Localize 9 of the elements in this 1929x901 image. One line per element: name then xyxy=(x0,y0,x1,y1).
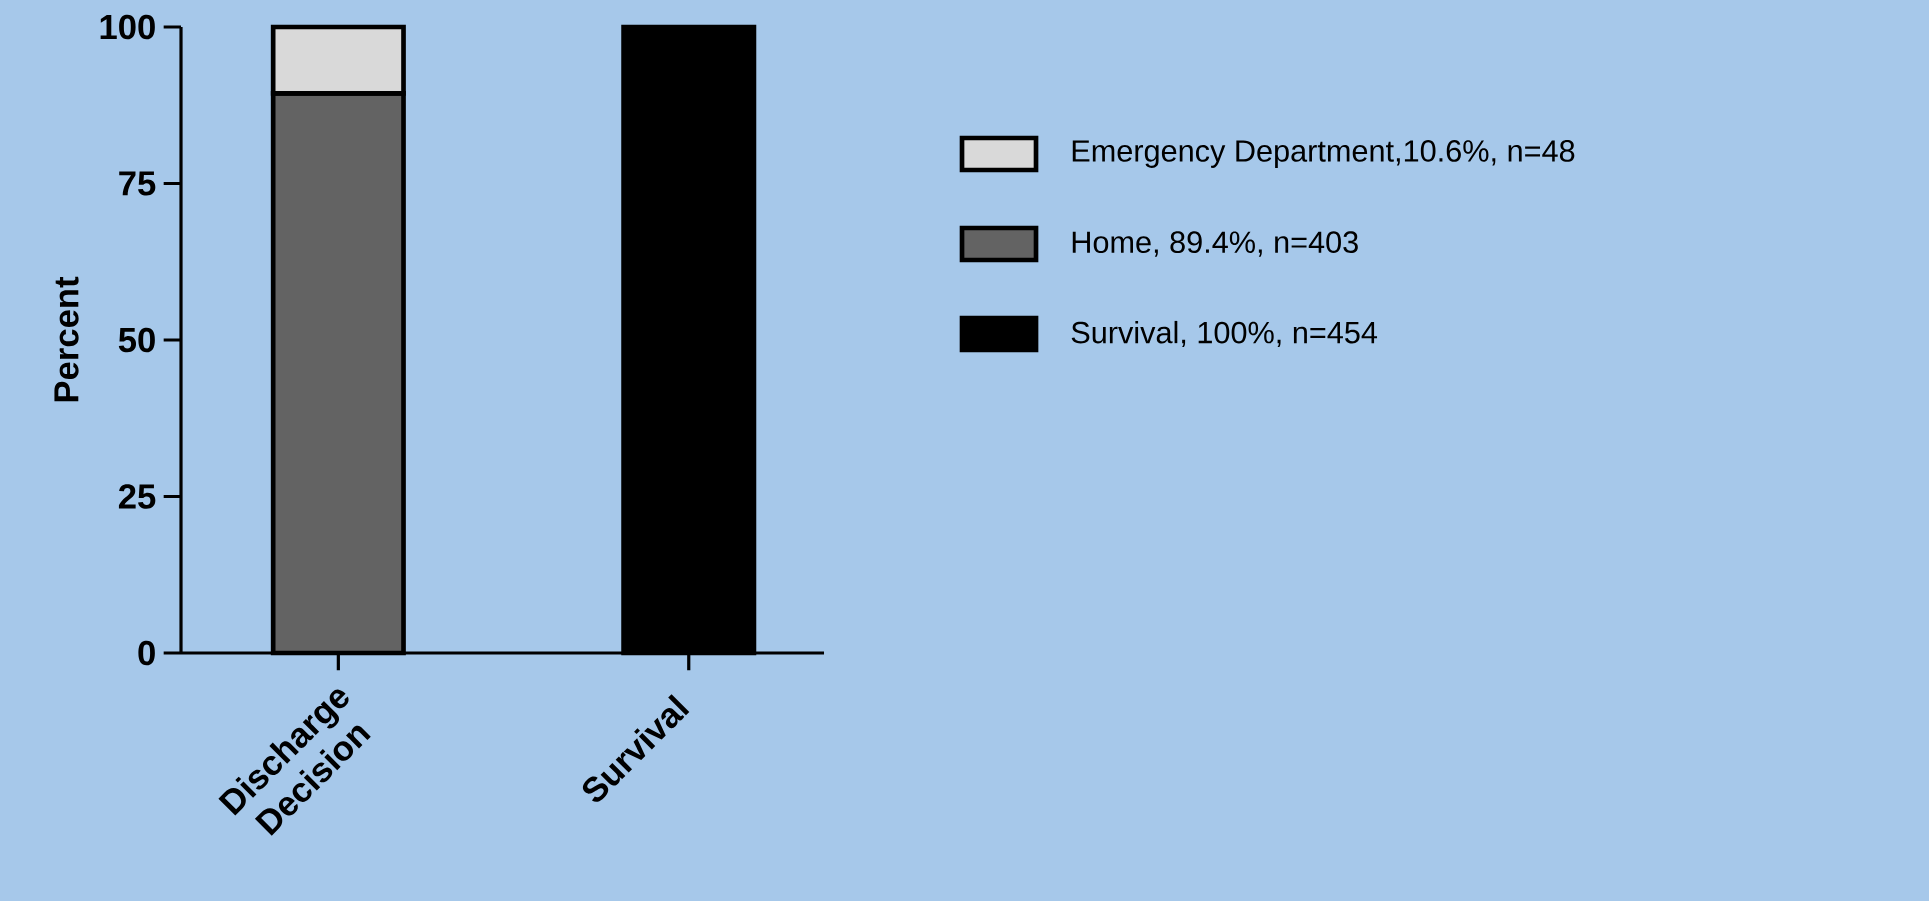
legend-label: Home, 89.4%, n=403 xyxy=(1072,231,1358,257)
y-tick-label: 50 xyxy=(118,327,155,353)
legend-label: Survival, 100%, n=454 xyxy=(1071,320,1378,348)
y-axis-title: Percent xyxy=(54,276,79,402)
legend-label: Emergency Department,10.6%, n=48 xyxy=(1072,140,1575,168)
y-tick-label: 0 xyxy=(138,640,155,666)
y-tick-label: 25 xyxy=(118,484,156,509)
y-tick-label: 75 xyxy=(119,171,156,196)
y-tick-label: 100 xyxy=(100,14,155,40)
